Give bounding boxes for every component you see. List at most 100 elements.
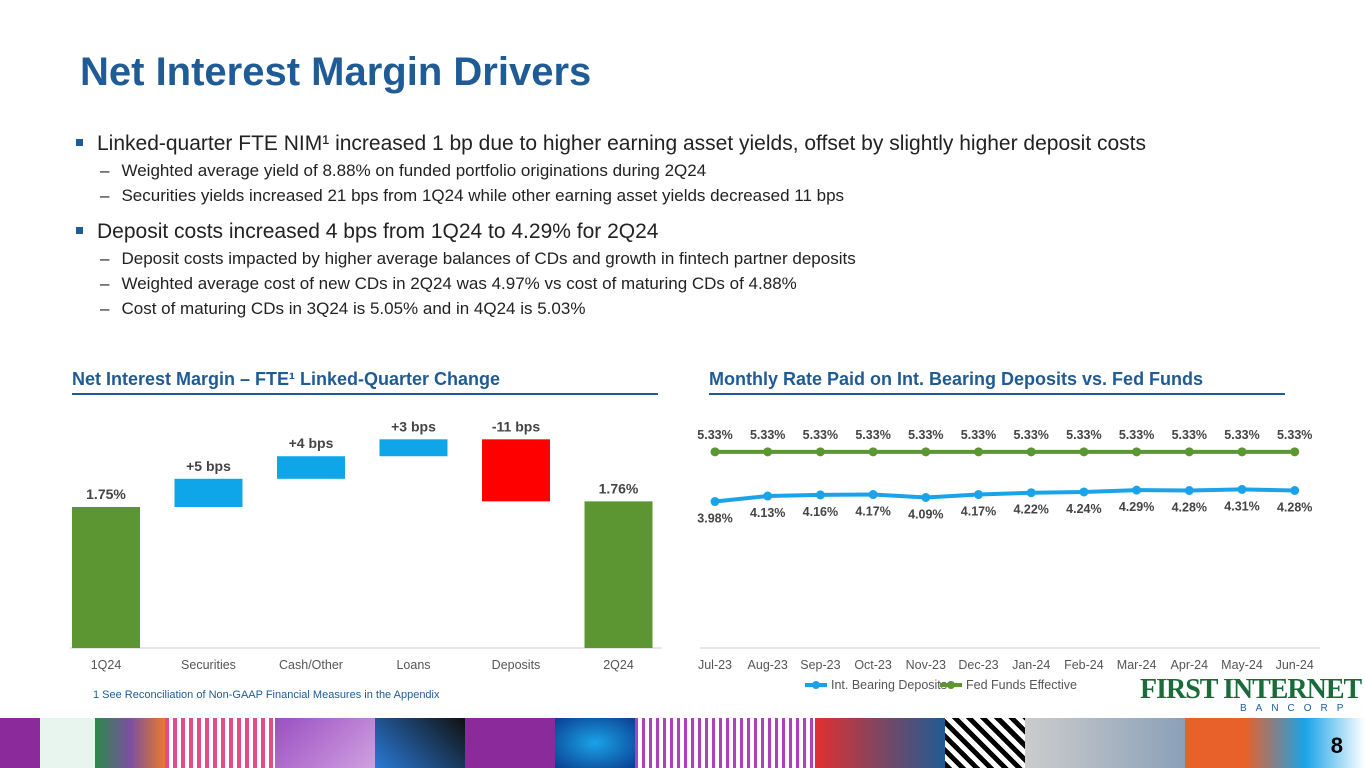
data-point	[868, 490, 878, 500]
series-line	[714, 487, 1295, 504]
data-label: 4.13%	[750, 506, 785, 520]
x-tick-label: May-24	[1221, 658, 1263, 672]
data-label: 1.76%	[599, 480, 639, 496]
data-point	[1290, 447, 1300, 457]
bar-1Q24	[72, 507, 140, 648]
x-tick-label: Feb-24	[1064, 658, 1104, 672]
legend-label: Int. Bearing Deposits	[831, 678, 947, 692]
data-point	[763, 447, 773, 457]
data-point	[1290, 485, 1300, 495]
bullet-text: Linked-quarter FTE NIM¹ increased 1 bp d…	[97, 132, 1146, 155]
data-label: 4.29%	[1119, 500, 1154, 514]
data-point	[710, 497, 720, 507]
x-tick-label: Loans	[396, 658, 430, 672]
x-tick-label: Aug-23	[748, 658, 788, 672]
bar-Cash/Other	[277, 456, 345, 479]
x-tick-label: Deposits	[492, 658, 541, 672]
sub-bullet-text: Weighted average cost of new CDs in 2Q24…	[121, 274, 797, 293]
legend-marker	[947, 681, 955, 689]
data-point	[1026, 447, 1036, 457]
data-point	[974, 490, 983, 500]
bullet-text: Deposit costs increased 4 bps from 1Q24 …	[97, 220, 659, 243]
data-label: 5.33%	[1119, 428, 1154, 442]
x-tick-label: Cash/Other	[279, 658, 343, 672]
line-chart-title: Monthly Rate Paid on Int. Bearing Deposi…	[709, 369, 1285, 395]
data-point	[1132, 485, 1142, 495]
waterfall-chart-title: Net Interest Margin – FTE¹ Linked-Quarte…	[72, 369, 658, 395]
bullet: Deposit costs increased 4 bps from 1Q24 …	[76, 220, 1326, 244]
bullet-list: Linked-quarter FTE NIM¹ increased 1 bp d…	[76, 132, 1326, 319]
data-point	[815, 447, 825, 457]
data-label: 5.33%	[697, 428, 732, 442]
data-label: 4.31%	[1224, 499, 1259, 513]
data-label: 4.17%	[961, 505, 996, 519]
bar-2Q24	[584, 501, 653, 648]
bar-Deposits	[482, 439, 550, 502]
legend-label: Fed Funds Effective	[966, 678, 1077, 692]
data-label: 5.33%	[750, 428, 785, 442]
bullet-marker	[76, 139, 83, 146]
x-tick-label: 1Q24	[91, 658, 122, 672]
data-label: 5.33%	[803, 428, 838, 442]
sub-bullet-text: Securities yields increased 21 bps from …	[121, 186, 845, 205]
data-point	[710, 447, 720, 457]
data-point	[1079, 447, 1089, 457]
data-label: +4 bps	[289, 435, 334, 451]
x-tick-label: Jun-24	[1276, 658, 1314, 672]
x-tick-label: Jan-24	[1012, 658, 1050, 672]
data-point	[1237, 484, 1247, 494]
sub-bullet: – Cost of maturing CDs in 3Q24 is 5.05% a…	[100, 299, 1326, 319]
data-label: 5.33%	[1277, 428, 1312, 442]
data-point	[1026, 488, 1036, 498]
data-point	[1184, 447, 1194, 457]
sub-bullet: – Securities yields increased 21 bps from…	[100, 186, 1326, 206]
dash-marker: –	[100, 299, 110, 318]
company-logo: FIRST INTERNET BANCORP	[1140, 674, 1362, 715]
x-tick-label: Apr-24	[1171, 658, 1209, 672]
line-chart: Jul-23 Aug-23 Sep-23 Oct-23 Nov-23 Dec-23 Jan-…	[697, 428, 1320, 692]
data-label: 4.16%	[803, 505, 838, 519]
data-point	[921, 492, 931, 502]
data-point	[1184, 485, 1194, 495]
data-label: +5 bps	[186, 458, 231, 474]
data-point	[815, 490, 825, 500]
bullet-marker	[76, 227, 83, 234]
bar-Securities	[174, 478, 243, 507]
data-label: 4.17%	[855, 505, 890, 519]
legend-marker	[812, 681, 820, 689]
x-tick-label: Nov-23	[906, 658, 946, 672]
data-point	[921, 447, 931, 457]
x-tick-label: Dec-23	[958, 658, 998, 672]
data-point	[763, 491, 773, 501]
data-label: 5.33%	[1066, 428, 1101, 442]
data-label: 5.33%	[855, 428, 890, 442]
sub-bullet: – Weighted average yield of 8.88% on fund…	[100, 161, 1326, 181]
sub-bullet-text: Cost of maturing CDs in 3Q24 is 5.05% an…	[121, 299, 586, 318]
footnote: 1 See Reconciliation of Non-GAAP Financi…	[93, 689, 440, 701]
data-label: 3.98%	[697, 512, 732, 526]
data-point	[868, 447, 878, 457]
x-tick-label: Securities	[181, 658, 236, 672]
dash-marker: –	[100, 161, 110, 180]
data-point	[974, 447, 983, 457]
data-label: 5.33%	[961, 428, 996, 442]
x-tick-label: Oct-23	[854, 658, 892, 672]
logo-name: FIRST INTERNET	[1140, 674, 1362, 705]
waterfall-chart: 1.75% 1Q24 +5 bps Securities +4 bps Cash/Othe…	[70, 418, 662, 672]
data-label: 4.24%	[1066, 502, 1101, 516]
data-label: 5.33%	[908, 428, 943, 442]
data-label: 4.09%	[908, 507, 943, 521]
sub-bullet-text: Weighted average yield of 8.88% on funde…	[121, 161, 707, 180]
decorative-banner	[0, 718, 1365, 768]
x-tick-label: Mar-24	[1117, 658, 1157, 672]
page-number: 8	[1330, 733, 1343, 758]
dash-marker: –	[100, 186, 110, 205]
data-label: +3 bps	[391, 418, 436, 434]
data-label: 4.28%	[1172, 500, 1207, 514]
dash-marker: –	[100, 249, 110, 268]
bullet: Linked-quarter FTE NIM¹ increased 1 bp d…	[76, 132, 1326, 156]
sub-bullet-text: Deposit costs impacted by higher average…	[121, 249, 856, 268]
x-tick-label: Sep-23	[800, 658, 840, 672]
data-point	[1132, 447, 1142, 457]
x-tick-label: Jul-23	[698, 658, 732, 672]
